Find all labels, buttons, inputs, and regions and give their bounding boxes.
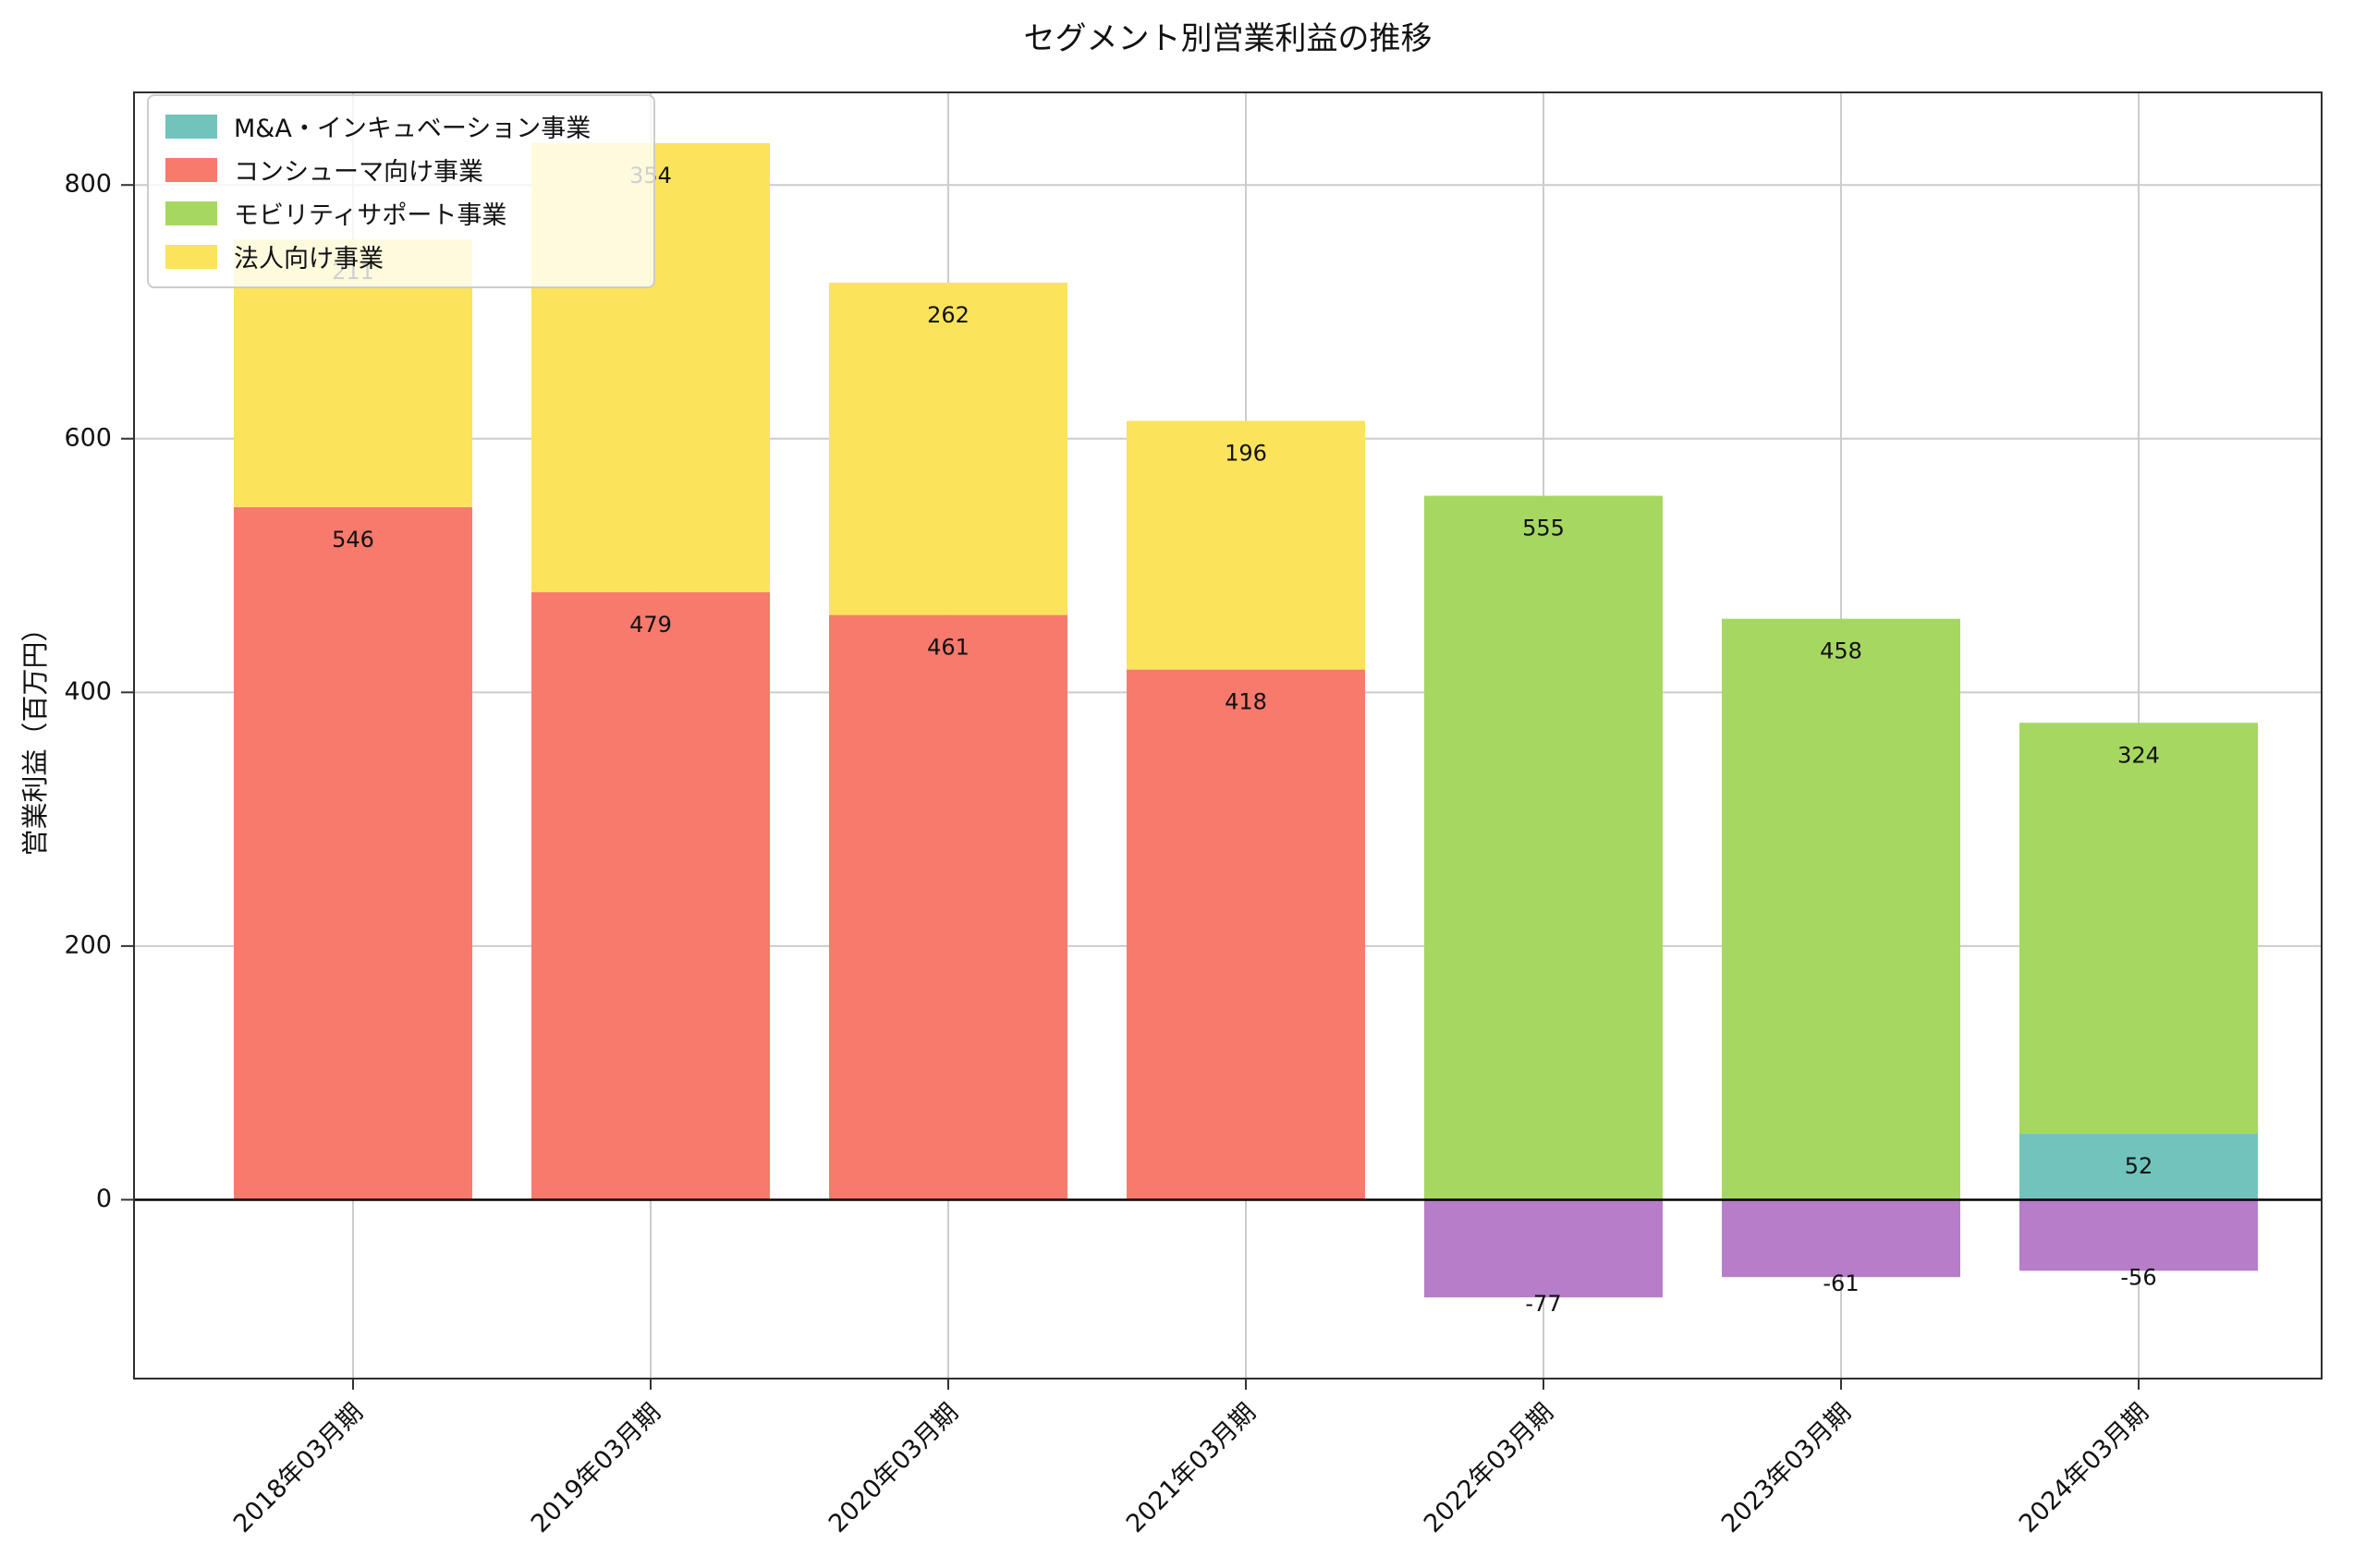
legend: M&A・インキュベーション事業 コンシューマ向け事業 モビリティサポート事業 法人向け… [147, 94, 655, 288]
bar-segment [829, 614, 1067, 1200]
x-tick-label: 2020年03月期 [823, 1398, 964, 1538]
bar-segment [1127, 669, 1365, 1200]
bar-segment [2019, 1134, 2258, 1200]
x-tick-label: 2024年03月期 [2014, 1398, 2154, 1538]
bar-value-label: 458 [1820, 638, 1862, 664]
y-tick-label: 200 [64, 930, 112, 959]
legend-swatch [165, 244, 217, 269]
legend-label: M&A・インキュベーション事業 [234, 115, 592, 143]
bar-segment [1127, 420, 1365, 670]
bar-value-label: 479 [629, 612, 672, 638]
legend-item: 法人向け事業 [165, 239, 637, 273]
bar-value-label: -56 [2120, 1264, 2156, 1290]
y-tick-label: 800 [64, 170, 112, 199]
bar-value-label: 52 [2125, 1153, 2153, 1179]
legend-swatch [165, 114, 217, 139]
bar-segment [234, 506, 472, 1200]
x-tick-label: 2022年03月期 [1419, 1398, 1559, 1538]
bar-value-label: 196 [1225, 441, 1267, 467]
bar-value-label: 324 [2117, 742, 2160, 768]
bar-value-label: 546 [332, 527, 374, 553]
bar-value-label: 555 [1522, 516, 1565, 541]
bar-value-label: 418 [1225, 689, 1267, 715]
bar-segment [2019, 1199, 2258, 1271]
y-tick-label: 400 [64, 677, 112, 706]
bar-value-label: 262 [927, 302, 970, 328]
y-tick-label: 0 [96, 1185, 112, 1213]
legend-item: M&A・インキュベーション事業 [165, 109, 637, 143]
bar-segment [1722, 1199, 1960, 1278]
bar-value-label: -77 [1525, 1291, 1561, 1317]
bar-segment [829, 282, 1067, 615]
x-tick-label: 2019年03月期 [526, 1398, 666, 1538]
bar-value-label: -61 [1823, 1270, 1859, 1296]
legend-item: コンシューマ向け事業 [165, 152, 637, 187]
y-tick-label: 600 [64, 423, 112, 452]
bar-segment [1424, 495, 1663, 1200]
bar-segment [1424, 1199, 1663, 1298]
x-tick-label: 2023年03月期 [1716, 1398, 1857, 1538]
legend-label: モビリティサポート事業 [234, 201, 507, 230]
plot-border [133, 91, 2323, 1380]
legend-item: モビリティサポート事業 [165, 196, 637, 230]
bar-segment [1722, 618, 1960, 1200]
chart-title: セグメント別営業利益の推移 [1023, 20, 1433, 57]
legend-swatch [165, 201, 217, 225]
bar-segment [531, 591, 770, 1200]
bar-segment [2019, 723, 2258, 1135]
x-tick-label: 2018年03月期 [228, 1398, 369, 1538]
legend-swatch [165, 157, 217, 182]
legend-label: 法人向け事業 [234, 245, 384, 273]
y-axis-label: 営業利益（百万円） [19, 614, 51, 857]
x-tick-label: 2021年03月期 [1121, 1398, 1262, 1538]
legend-label: コンシューマ向け事業 [234, 158, 483, 187]
bar-value-label: 461 [927, 635, 970, 661]
